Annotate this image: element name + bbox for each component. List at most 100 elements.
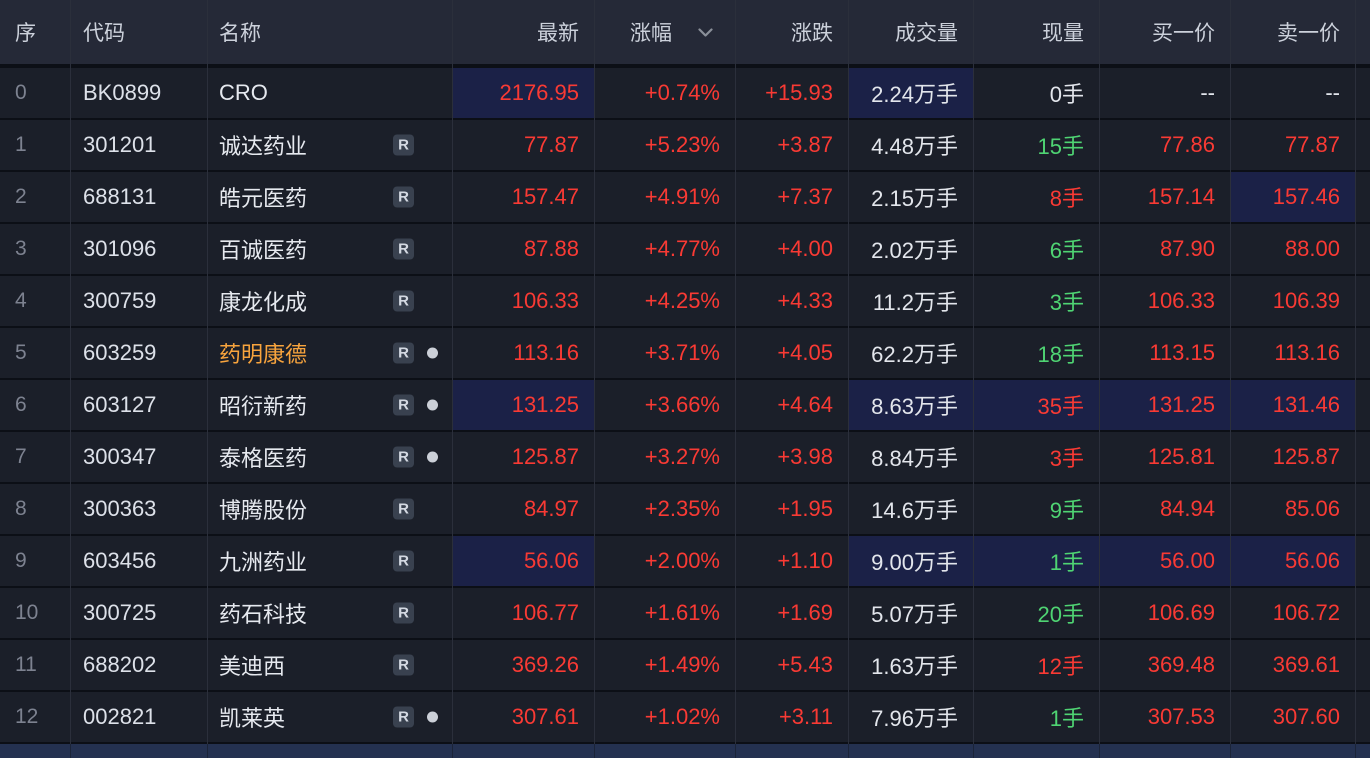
volume: 9.00万手 xyxy=(848,536,973,586)
change-percent: +4.77% xyxy=(644,236,720,261)
column-header-ask1[interactable]: 卖一价 xyxy=(1230,0,1355,64)
stock-name: 康龙化成 xyxy=(219,290,308,315)
margin-r-badge: R xyxy=(393,602,414,624)
stock-code: 002821 xyxy=(83,704,157,729)
stock-name: 九洲药业 xyxy=(219,550,308,575)
row-index: 10 xyxy=(15,601,39,624)
change-percent: +1.61% xyxy=(644,600,720,625)
change-amount: +1.10 xyxy=(777,548,833,573)
column-header-bid1[interactable]: 买一价 xyxy=(1099,0,1230,64)
margin-r-badge: R xyxy=(393,342,414,364)
stock-code: 603127 xyxy=(83,392,157,417)
table-row[interactable]: 11 688202 美迪西 R 369.26 +1.49% +5.43 1.63万手 12手 36… xyxy=(0,640,1370,692)
stock-code: 603456 xyxy=(83,548,157,573)
change-percent: +5.23% xyxy=(644,132,720,157)
change-percent: +3.27% xyxy=(644,444,720,469)
table-row[interactable]: 3 301096 百诚医药 R 87.88 +4.77% +4.00 2.02万手 6手 87.9… xyxy=(0,224,1370,276)
change-percent: +4.91% xyxy=(644,184,720,209)
table-row[interactable]: 4 300759 康龙化成 R 106.33 +4.25% +4.33 11.2万手 3手 106… xyxy=(0,276,1370,328)
row-index: 2 xyxy=(15,185,27,208)
margin-r-badge: R xyxy=(393,498,414,520)
change-amount: +15.93 xyxy=(765,80,833,105)
column-header-code[interactable]: 代码 xyxy=(70,0,207,64)
status-dot-icon xyxy=(427,711,438,723)
volume: 11.2万手 xyxy=(872,290,958,315)
bid1-price: 106.69 xyxy=(1147,600,1215,625)
last-price: 77.87 xyxy=(523,132,579,157)
table-row[interactable]: 9 603456 九洲药业 R 56.06 +2.00% +1.10 9.00万手 1手 56.0… xyxy=(0,536,1370,588)
last-price: 87.88 xyxy=(523,236,579,261)
stock-code: 688131 xyxy=(83,184,157,209)
stock-name-cell: 皓元医药 R xyxy=(207,172,452,222)
change-amount: +4.33 xyxy=(777,288,833,313)
column-header-volume[interactable]: 成交量 xyxy=(848,0,973,64)
table-row[interactable]: 5 603259 药明康德 R 113.16 +3.71% +4.05 62.2万手 18手 11… xyxy=(0,328,1370,380)
stock-name-cell: 药明康德 R xyxy=(207,328,452,378)
change-percent: +2.35% xyxy=(644,496,720,521)
row-index: 9 xyxy=(15,549,27,572)
last-price: 157.47 xyxy=(511,184,579,209)
row-index: 0 xyxy=(15,81,27,104)
margin-r-badge: R xyxy=(393,238,414,260)
current-volume: 18手 xyxy=(1037,342,1084,367)
last-price: 125.87 xyxy=(511,444,579,469)
stock-name: 美迪西 xyxy=(219,654,286,679)
stock-name: 皓元医药 xyxy=(219,186,308,211)
column-header-index[interactable]: 序 xyxy=(0,0,70,64)
stock-name: 诚达药业 xyxy=(219,134,308,159)
current-volume: 3手 xyxy=(1049,446,1084,471)
stock-name-cell: CRO xyxy=(207,68,452,118)
stock-name: 药明康德 xyxy=(219,342,308,367)
current-volume: 1手 xyxy=(1049,706,1084,731)
stock-name: CRO xyxy=(219,80,268,105)
table-row[interactable]: 7 300347 泰格医药 R 125.87 +3.27% +3.98 8.84万手 3手 125… xyxy=(0,432,1370,484)
row-edge xyxy=(1355,692,1370,742)
stock-code: 603259 xyxy=(83,340,157,365)
row-edge xyxy=(1355,536,1370,586)
change-percent: +4.25% xyxy=(644,288,720,313)
column-header-change-pct[interactable]: 涨幅 xyxy=(594,0,735,64)
row-edge xyxy=(1355,224,1370,274)
table-header: 序 代码 名称 最新 涨幅 涨跌 成交量 现量 买一价 卖一价 xyxy=(0,0,1370,68)
ask1-price: 85.06 xyxy=(1284,496,1340,521)
column-header-name[interactable]: 名称 xyxy=(207,0,452,64)
margin-r-badge: R xyxy=(393,550,414,572)
stock-name: 昭衍新药 xyxy=(219,394,308,419)
current-volume: 6手 xyxy=(1049,238,1084,263)
table-row[interactable]: 1 301201 诚达药业 R 77.87 +5.23% +3.87 4.48万手 15手 77.… xyxy=(0,120,1370,172)
volume: 2.02万手 xyxy=(871,238,958,263)
ask1-price: 56.06 xyxy=(1230,536,1355,586)
last-price: 307.61 xyxy=(511,704,579,729)
column-divider xyxy=(735,744,736,758)
stock-name-cell: 百诚医药 R xyxy=(207,224,452,274)
table-row[interactable]: 8 300363 博腾股份 R 84.97 +2.35% +1.95 14.6万手 9手 84.9… xyxy=(0,484,1370,536)
stock-code: 300347 xyxy=(83,444,157,469)
row-edge xyxy=(1355,172,1370,222)
column-header-change[interactable]: 涨跌 xyxy=(735,0,848,64)
volume: 7.96万手 xyxy=(871,706,958,731)
table-row[interactable]: 0 BK0899 CRO 2176.95 +0.74% +15.93 2.24万手 0手 -- -… xyxy=(0,68,1370,120)
row-edge xyxy=(1355,120,1370,170)
column-header-label: 卖一价 xyxy=(1277,22,1340,45)
row-edge xyxy=(1355,588,1370,638)
bid1-price: 77.86 xyxy=(1159,132,1215,157)
stock-name: 泰格医药 xyxy=(219,446,308,471)
change-percent: +0.74% xyxy=(644,80,720,105)
table-body: 0 BK0899 CRO 2176.95 +0.74% +15.93 2.24万手 0手 -- -… xyxy=(0,68,1370,744)
stock-name-cell: 泰格医药 R xyxy=(207,432,452,482)
ask1-price: 369.61 xyxy=(1272,652,1340,677)
current-volume: 1手 xyxy=(973,536,1099,586)
next-row-partial[interactable] xyxy=(0,744,1370,758)
bid1-price: 131.25 xyxy=(1099,380,1230,430)
change-percent: +3.66% xyxy=(644,392,720,417)
column-header-current-volume[interactable]: 现量 xyxy=(973,0,1099,64)
ask1-price: 88.00 xyxy=(1284,236,1340,261)
table-row[interactable]: 2 688131 皓元医药 R 157.47 +4.91% +7.37 2.15万手 8手 157… xyxy=(0,172,1370,224)
table-row[interactable]: 12 002821 凯莱英 R 307.61 +1.02% +3.11 7.96万手 1手 307… xyxy=(0,692,1370,744)
table-row[interactable]: 10 300725 药石科技 R 106.77 +1.61% +1.69 5.07万手 20手 1… xyxy=(0,588,1370,640)
row-index: 4 xyxy=(15,289,27,312)
change-amount: +4.64 xyxy=(777,392,833,417)
column-header-last[interactable]: 最新 xyxy=(452,0,594,64)
table-row[interactable]: 6 603127 昭衍新药 R 131.25 +3.66% +4.64 8.63万手 35手 13… xyxy=(0,380,1370,432)
row-edge xyxy=(1355,380,1370,430)
